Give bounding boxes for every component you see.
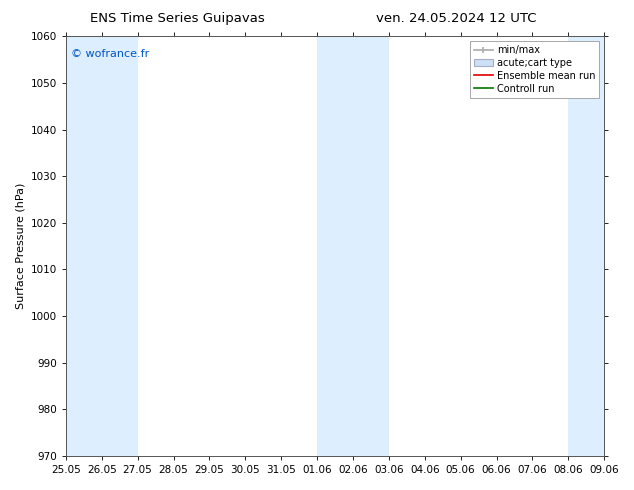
Bar: [66, 36, 101, 456]
Text: ven. 24.05.2024 12 UTC: ven. 24.05.2024 12 UTC: [376, 12, 537, 25]
Bar: [568, 36, 604, 456]
Text: ENS Time Series Guipavas: ENS Time Series Guipavas: [90, 12, 265, 25]
Legend: min/max, acute;cart type, Ensemble mean run, Controll run: min/max, acute;cart type, Ensemble mean …: [470, 41, 599, 98]
Text: © wofrance.fr: © wofrance.fr: [71, 49, 150, 59]
Bar: [101, 36, 138, 456]
Y-axis label: Surface Pressure (hPa): Surface Pressure (hPa): [15, 183, 25, 309]
Bar: [317, 36, 389, 456]
